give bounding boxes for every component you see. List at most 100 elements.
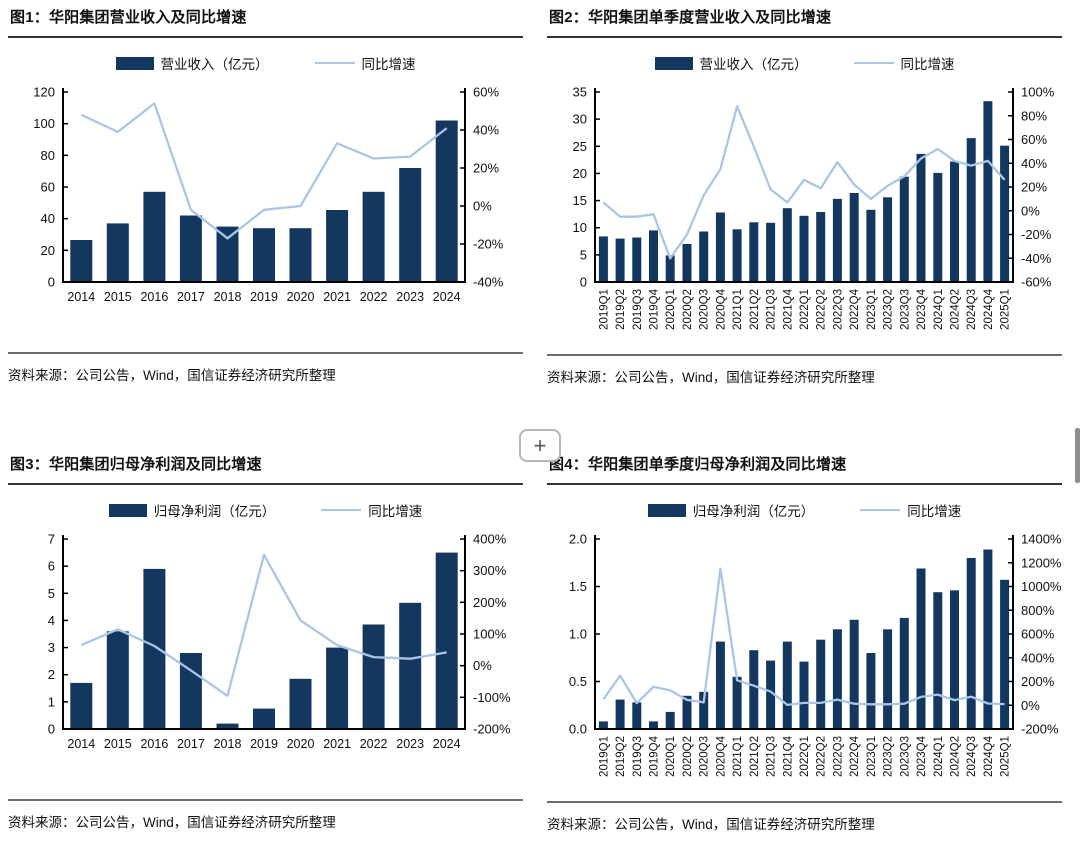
svg-text:60%: 60% <box>1021 132 1047 147</box>
vertical-scrollbar-thumb[interactable] <box>1075 428 1080 483</box>
svg-text:60: 60 <box>41 180 55 195</box>
legend-bar-label: 营业收入（亿元） <box>699 57 808 72</box>
svg-text:2023: 2023 <box>396 290 424 304</box>
svg-text:40%: 40% <box>1021 156 1047 171</box>
svg-text:200%: 200% <box>473 595 507 610</box>
svg-text:2022: 2022 <box>360 290 388 304</box>
svg-text:-20%: -20% <box>473 237 504 252</box>
line-swatch-icon <box>860 509 901 511</box>
svg-text:-200%: -200% <box>473 722 511 737</box>
svg-text:600%: 600% <box>1021 627 1055 642</box>
svg-text:2021Q2: 2021Q2 <box>749 289 761 330</box>
svg-text:2019Q3: 2019Q3 <box>632 289 644 330</box>
svg-text:2019Q1: 2019Q1 <box>598 289 610 330</box>
svg-text:2014: 2014 <box>67 737 95 751</box>
bar-swatch-icon <box>647 503 686 517</box>
legend-item-line: 同比增速 <box>314 53 416 73</box>
svg-text:0: 0 <box>48 722 55 737</box>
svg-text:2024Q2: 2024Q2 <box>950 289 962 330</box>
svg-text:2020Q2: 2020Q2 <box>682 289 694 330</box>
svg-text:2019: 2019 <box>250 737 278 751</box>
legend-item-bar: 营业收入（亿元） <box>115 53 269 73</box>
svg-text:2021: 2021 <box>323 737 351 751</box>
svg-text:2020Q4: 2020Q4 <box>715 288 727 330</box>
figure-3-legend: 归母净利润（亿元） 同比增速 <box>8 497 523 523</box>
svg-text:40: 40 <box>41 211 55 226</box>
line-swatch-icon <box>314 62 355 64</box>
svg-text:20: 20 <box>41 243 55 258</box>
svg-text:1400%: 1400% <box>1021 532 1062 547</box>
svg-text:2020Q2: 2020Q2 <box>682 736 694 777</box>
figure-4-legend: 归母净利润（亿元） 同比增速 <box>547 497 1062 523</box>
svg-text:0%: 0% <box>1021 698 1040 713</box>
line-swatch-icon <box>321 509 362 511</box>
svg-text:-200%: -200% <box>1021 722 1059 737</box>
figure-panel-2: 图2：华阳集团单季度营业收入及同比增速 营业收入（亿元） 同比增速 0 5 10 15… <box>547 8 1062 386</box>
svg-text:2023Q4: 2023Q4 <box>916 735 928 777</box>
quarterly-revenue-yoy-chart: 0 5 10 15 20 25 30 35 -60% -40% -20% 0% 20% 40% 60% 80%… <box>573 85 1055 330</box>
svg-text:2024Q3: 2024Q3 <box>966 289 978 330</box>
svg-text:2023Q3: 2023Q3 <box>899 736 911 777</box>
svg-text:1200%: 1200% <box>1021 555 1062 570</box>
svg-text:20%: 20% <box>473 161 499 176</box>
svg-text:2022Q1: 2022Q1 <box>799 289 811 330</box>
svg-text:2014: 2014 <box>67 290 95 304</box>
svg-text:2020Q3: 2020Q3 <box>699 736 711 777</box>
svg-text:6: 6 <box>48 559 55 574</box>
figure-4-source: 资料来源：公司公告，Wind，国信证券经济研究所整理 <box>547 801 1062 833</box>
svg-text:0: 0 <box>48 275 55 290</box>
line-swatch-icon <box>853 62 894 64</box>
svg-text:2015: 2015 <box>104 737 132 751</box>
svg-text:2021Q2: 2021Q2 <box>749 736 761 777</box>
svg-text:-100%: -100% <box>473 690 511 705</box>
svg-text:-40%: -40% <box>473 275 504 290</box>
svg-text:80: 80 <box>41 148 55 163</box>
svg-text:2020Q1: 2020Q1 <box>665 289 677 330</box>
svg-text:2022Q4: 2022Q4 <box>849 735 861 777</box>
svg-text:2023: 2023 <box>396 737 424 751</box>
annual-revenue-yoy-chart: 0 20 40 60 80 100 120 -40% -20% 0% 20% 40% 60% 2014 20… <box>33 85 504 305</box>
quarterly-netprofit-yoy-chart: 0.0 0.5 1.0 1.5 2.0 -200% 0% 200% 400% 600% 800% 10… <box>569 532 1062 777</box>
legend-line-label: 同比增速 <box>900 57 955 72</box>
svg-text:100%: 100% <box>473 627 507 642</box>
svg-text:2019: 2019 <box>250 290 278 304</box>
legend-line-label: 同比增速 <box>368 504 423 519</box>
svg-text:2015: 2015 <box>104 290 132 304</box>
svg-text:7: 7 <box>48 532 55 547</box>
svg-text:2022: 2022 <box>360 737 388 751</box>
svg-text:2023Q1: 2023Q1 <box>866 289 878 330</box>
legend-bar-label: 归母净利润（亿元） <box>692 504 815 519</box>
svg-text:2020Q1: 2020Q1 <box>665 736 677 777</box>
figure-2-source: 资料来源：公司公告，Wind，国信证券经济研究所整理 <box>547 354 1062 386</box>
expand-plus-button[interactable]: + <box>519 429 561 462</box>
svg-text:2019Q1: 2019Q1 <box>598 736 610 777</box>
svg-text:25: 25 <box>573 139 587 154</box>
svg-text:-40%: -40% <box>1021 251 1052 266</box>
svg-text:2021Q1: 2021Q1 <box>732 289 744 330</box>
svg-text:2023Q1: 2023Q1 <box>866 736 878 777</box>
svg-text:80%: 80% <box>1021 108 1047 123</box>
svg-text:2018: 2018 <box>214 290 242 304</box>
figure-panel-3: 图3：华阳集团归母净利润及同比增速 归母净利润（亿元） 同比增速 0 1 2 3 4 5 6… <box>8 455 523 831</box>
svg-text:2020: 2020 <box>287 290 315 304</box>
svg-text:1000%: 1000% <box>1021 579 1062 594</box>
svg-text:2019Q4: 2019Q4 <box>649 288 661 330</box>
svg-text:35: 35 <box>573 85 587 100</box>
svg-text:2018: 2018 <box>214 737 242 751</box>
svg-text:30: 30 <box>573 112 587 127</box>
figure-2-legend: 营业收入（亿元） 同比增速 <box>547 50 1062 76</box>
legend-item-bar: 归母净利润（亿元） <box>108 500 276 520</box>
figure-panel-4: 图4：华阳集团单季度归母净利润及同比增速 归母净利润（亿元） 同比增速 0.0 0… <box>547 455 1062 833</box>
svg-text:200%: 200% <box>1021 674 1055 689</box>
svg-text:10: 10 <box>573 220 587 235</box>
legend-bar-label: 归母净利润（亿元） <box>153 504 276 519</box>
svg-text:0%: 0% <box>1021 203 1040 218</box>
legend-line-label: 同比增速 <box>907 504 962 519</box>
svg-text:2019Q2: 2019Q2 <box>615 289 627 330</box>
svg-text:5: 5 <box>48 586 55 601</box>
svg-text:2022Q1: 2022Q1 <box>799 736 811 777</box>
svg-text:1: 1 <box>48 694 55 709</box>
svg-text:2019Q4: 2019Q4 <box>649 735 661 777</box>
svg-text:0.0: 0.0 <box>569 722 587 737</box>
svg-text:100: 100 <box>33 116 55 131</box>
